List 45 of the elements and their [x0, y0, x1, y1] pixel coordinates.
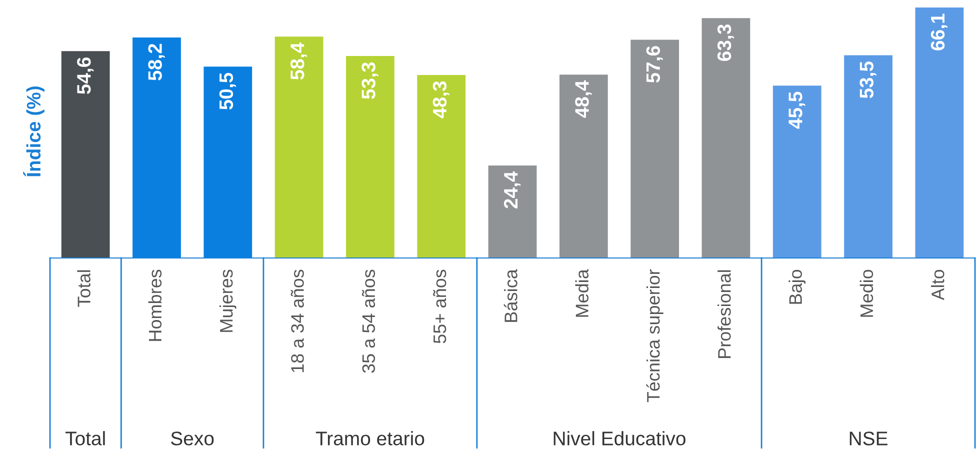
- data-label: 53,3: [362, 62, 378, 99]
- x-tick-label: 35 a 54 años: [362, 270, 376, 373]
- data-label: 63,3: [717, 24, 734, 61]
- data-label: 57,6: [646, 46, 663, 83]
- x-tick-label: Total: [77, 270, 90, 307]
- x-tick-label: Bajo: [788, 270, 806, 304]
- data-label: 53,5: [860, 61, 876, 98]
- x-tick-label: Técnica superior: [646, 269, 664, 402]
- x-tick-label: Mujeres: [219, 270, 236, 332]
- bar: [702, 18, 750, 258]
- text: Nivel Educativo: [554, 431, 686, 446]
- x-tick-label: Media: [575, 269, 588, 317]
- bar: [772, 86, 822, 258]
- x-tick-label: 18 a 34 años: [290, 270, 304, 372]
- text: Tramo etario: [316, 431, 424, 446]
- bar: [346, 56, 394, 258]
- x-tick-label: 55+ años: [433, 270, 446, 344]
- bar: [488, 166, 537, 258]
- text: Sexo: [171, 432, 214, 446]
- x-tick-label: Hombres: [148, 270, 162, 341]
- data-label: 24,4: [504, 171, 521, 208]
- bar: [274, 36, 324, 258]
- bar: [417, 74, 466, 258]
- data-label: 58,4: [290, 42, 308, 80]
- x-tick-label: Alto: [931, 270, 944, 300]
- data-label: 54,6: [77, 57, 94, 94]
- text: NSE: [850, 432, 888, 446]
- bar: [61, 51, 110, 258]
- x-tick-label: Medio: [860, 270, 874, 317]
- data-label: 48,4: [575, 80, 592, 118]
- bar: [204, 66, 252, 258]
- data-label: 48,3: [432, 81, 450, 118]
- data-label: 45,5: [788, 92, 806, 129]
- bar: [915, 8, 964, 258]
- text: Total: [65, 431, 105, 446]
- bar: [559, 74, 608, 258]
- data-label: 66,1: [930, 14, 948, 50]
- x-tick-label: Básica: [504, 269, 518, 322]
- y-axis-title: Índice (%): [23, 86, 44, 176]
- bar: [132, 37, 181, 258]
- data-label: 50,5: [219, 72, 236, 110]
- bar: [630, 40, 679, 258]
- bar: [844, 55, 892, 258]
- data-label: 58,2: [148, 44, 165, 80]
- x-tick-label: Profesional: [718, 270, 731, 358]
